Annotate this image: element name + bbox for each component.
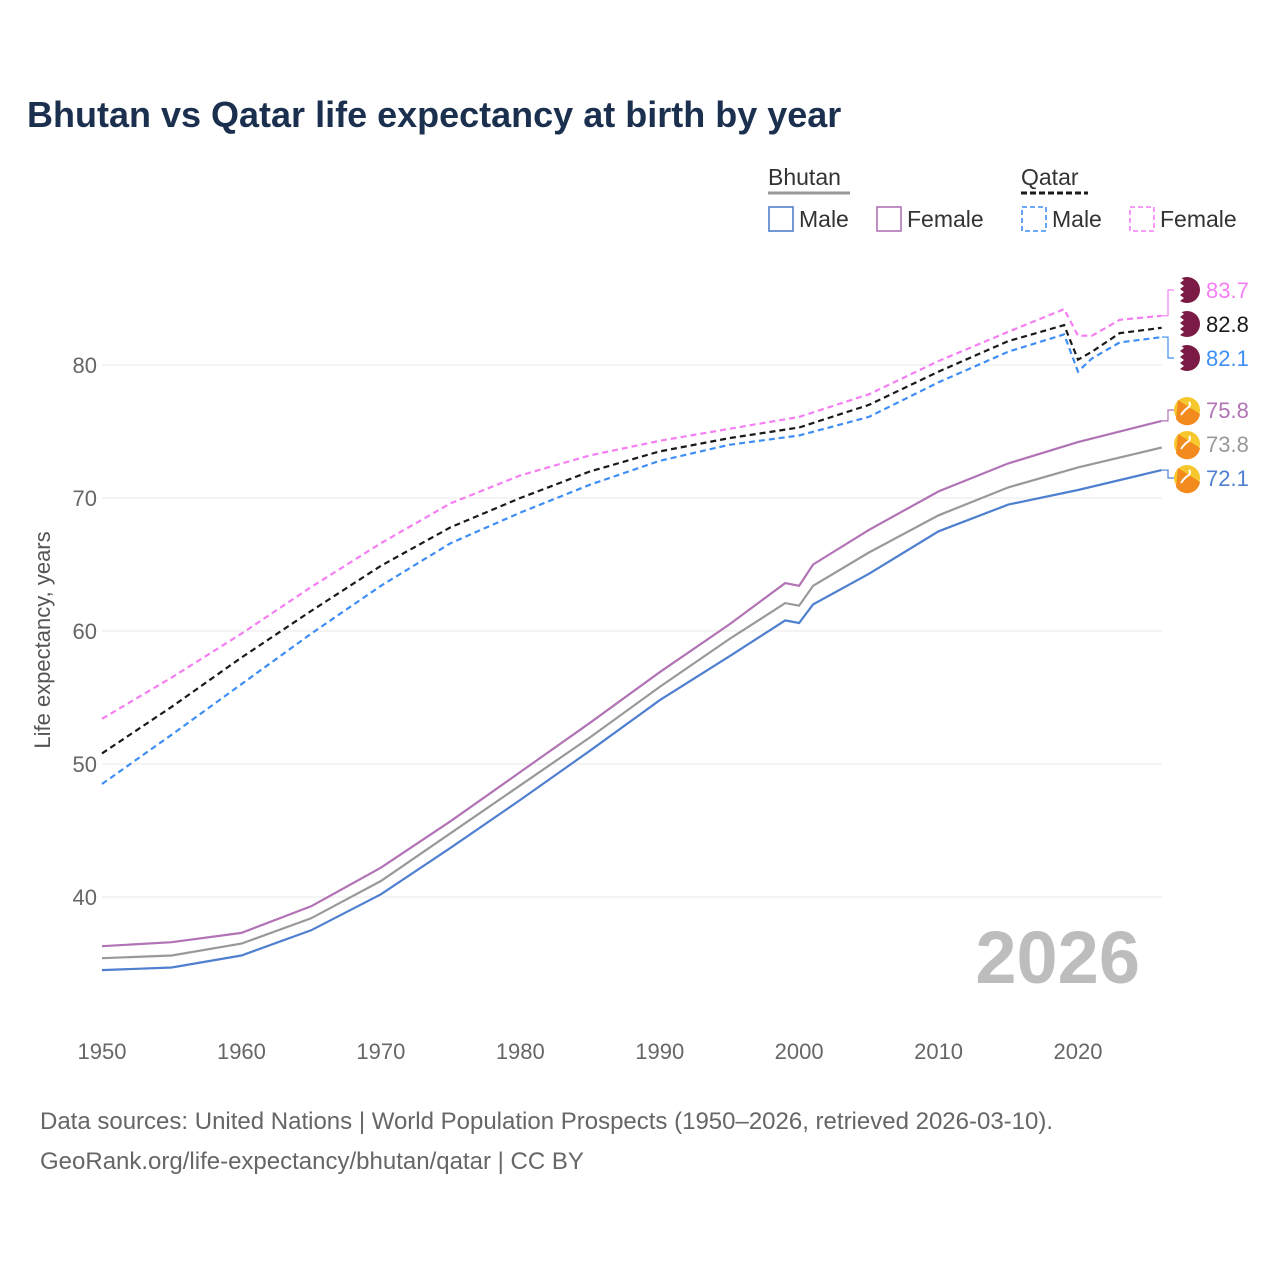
series-line-qatar-total — [101, 323, 1162, 755]
x-tick-label: 2000 — [775, 1039, 824, 1064]
end-value-label: 73.8 — [1206, 432, 1249, 457]
legend-item-label: Female — [1160, 206, 1237, 232]
bhutan-dragon — [1180, 435, 1191, 450]
leader-line — [1162, 469, 1174, 479]
bhutan-dragon — [1180, 469, 1191, 484]
y-axis-label: Life expectancy, years — [30, 531, 55, 748]
series-line-qatar-female — [101, 307, 1162, 720]
year-watermark: 2026 — [975, 916, 1140, 999]
end-value-label: 82.1 — [1206, 346, 1249, 371]
legend-group-title: Bhutan — [768, 164, 841, 190]
bhutan-flag-orange — [1176, 434, 1200, 460]
legend-swatch — [876, 206, 902, 232]
legend-item-label: Male — [1052, 206, 1102, 232]
legend-item-label: Female — [907, 206, 984, 232]
qatar-flag-serration — [1174, 277, 1184, 301]
legend-swatch — [1129, 206, 1155, 232]
y-tick-label: 50 — [73, 752, 97, 777]
chart-title: Bhutan vs Qatar life expectancy at birth… — [27, 94, 842, 135]
x-tick-label: 1970 — [356, 1039, 405, 1064]
y-tick-label: 80 — [73, 353, 97, 378]
end-value-label: 75.8 — [1206, 398, 1249, 423]
bhutan-dragon — [1180, 401, 1191, 416]
x-tick-label: 1980 — [496, 1039, 545, 1064]
series-line-bhutan-total — [101, 446, 1162, 960]
y-tick-label: 60 — [73, 619, 97, 644]
source-line-2[interactable]: GeoRank.org/life-expectancy/bhutan/qatar… — [40, 1148, 584, 1175]
qatar-flag-serration — [1174, 311, 1184, 335]
end-value-label: 83.7 — [1206, 278, 1249, 303]
source-line-1: Data sources: United Nations | World Pop… — [40, 1108, 1054, 1135]
qatar-flag-serration — [1174, 345, 1184, 369]
x-tick-label: 1960 — [217, 1039, 266, 1064]
legend-item-label: Male — [799, 206, 849, 232]
leader-line — [1162, 289, 1174, 317]
leader-line — [1162, 409, 1174, 422]
legend-swatch — [768, 206, 794, 232]
x-tick-label: 1950 — [78, 1039, 127, 1064]
bhutan-flag-orange — [1176, 468, 1200, 494]
x-tick-label: 1990 — [635, 1039, 684, 1064]
legend-swatch — [1021, 206, 1047, 232]
y-tick-label: 70 — [73, 486, 97, 511]
legend-group-title: Qatar — [1021, 164, 1079, 190]
end-value-label: 72.1 — [1206, 466, 1249, 491]
y-tick-label: 40 — [73, 885, 97, 910]
end-value-label: 82.8 — [1206, 312, 1249, 337]
bhutan-flag-orange — [1176, 400, 1200, 426]
series-line-bhutan-female — [101, 419, 1162, 948]
series-line-bhutan-male — [101, 469, 1162, 972]
x-tick-label: 2020 — [1054, 1039, 1103, 1064]
x-tick-label: 2010 — [914, 1039, 963, 1064]
leader-line — [1162, 336, 1174, 359]
series-line-qatar-male — [101, 333, 1162, 785]
